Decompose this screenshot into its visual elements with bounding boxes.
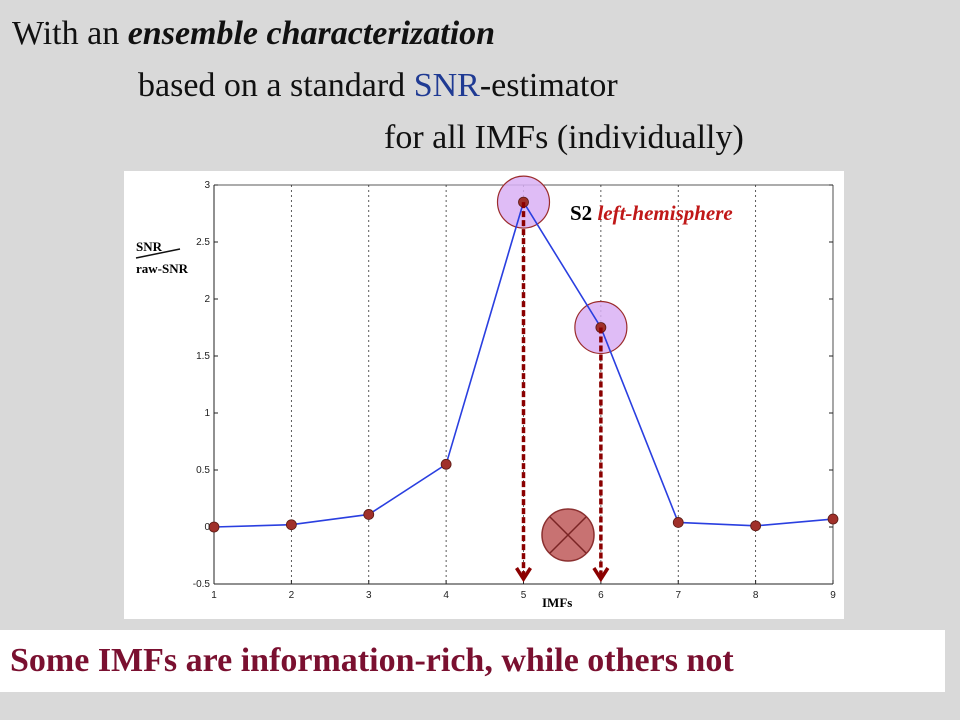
snr-line-chart: -0.5 0 0.5 1 1.5 2 2.5 3 1 2 3 4 5 6 7 8 9 bbox=[135, 175, 839, 601]
heading-line-1-prefix: With an bbox=[12, 15, 128, 52]
y-tick-label-1.5: 1.5 bbox=[196, 351, 210, 362]
heading-line-2-prefix: based on a standard bbox=[138, 67, 414, 104]
drop-arrow-head-imf-5 bbox=[515, 567, 532, 583]
annotation-emphasis: left-hemisphere bbox=[597, 201, 733, 225]
y-tick-label-3: 3 bbox=[204, 180, 210, 191]
reject-icon bbox=[541, 508, 595, 562]
heading-line-3: for all IMFs (individually) bbox=[384, 119, 744, 156]
x-tick-label-2: 2 bbox=[289, 590, 295, 601]
chart-panel: -0.5 0 0.5 1 1.5 2 2.5 3 1 2 3 4 5 6 7 8 9 SNR raw-SNR I… bbox=[124, 171, 844, 619]
x-tick-label-1: 1 bbox=[211, 590, 217, 601]
x-tick-label-8: 8 bbox=[753, 590, 759, 601]
y-tick-label-2: 2 bbox=[204, 294, 210, 305]
heading-snr-term: SNR bbox=[413, 67, 480, 104]
y-tick-label-0.5: 0.5 bbox=[196, 465, 210, 476]
x-tick-label-5: 5 bbox=[521, 590, 527, 601]
data-point-imf-4 bbox=[440, 458, 452, 470]
annotation-prefix: S2 bbox=[570, 201, 598, 225]
drop-arrow-head-imf-6 bbox=[592, 567, 610, 583]
series-annotation: S2 left-hemisphere bbox=[570, 201, 733, 226]
data-point-imf-7 bbox=[672, 517, 684, 528]
conclusion-text: Some IMFs are information-rich, while ot… bbox=[10, 642, 734, 679]
y-tick-label-0: 0 bbox=[204, 522, 210, 533]
annotations bbox=[135, 248, 595, 562]
data-point-imf-8 bbox=[750, 520, 762, 532]
heading-line-2: based on a standard SNR-estimator bbox=[138, 66, 618, 106]
data-point-imf-1 bbox=[208, 521, 220, 533]
x-tick-label-7: 7 bbox=[675, 590, 681, 601]
ylabel-divider bbox=[135, 248, 181, 259]
tick-labels: -0.5 0 0.5 1 1.5 2 2.5 3 1 2 3 4 5 6 7 8 9 bbox=[193, 180, 836, 601]
data-point-imf-9 bbox=[827, 513, 839, 525]
conclusion-banner: Some IMFs are information-rich, while ot… bbox=[0, 630, 945, 692]
ylabel-top: SNR bbox=[136, 239, 163, 254]
x-tick-label-9: 9 bbox=[830, 590, 836, 601]
y-tick-label-2.5: 2.5 bbox=[196, 237, 210, 248]
xlabel: IMFs bbox=[542, 595, 573, 610]
x-tick-label-4: 4 bbox=[443, 590, 449, 601]
x-tick-label-3: 3 bbox=[366, 590, 372, 601]
y-tick-label--0.5: -0.5 bbox=[193, 579, 211, 590]
heading-line-1: With an ensemble characterization bbox=[12, 14, 495, 54]
data-point-imf-3 bbox=[363, 509, 375, 520]
heading-line-1-emphasis: ensemble characterization bbox=[127, 15, 496, 52]
heading-line-2-suffix: -estimator bbox=[479, 67, 618, 104]
y-tick-label-1: 1 bbox=[204, 408, 210, 419]
data-point-imf-2 bbox=[285, 519, 297, 531]
drop-arrows bbox=[515, 202, 610, 583]
x-tick-label-6: 6 bbox=[598, 590, 604, 601]
ylabel-bottom: raw-SNR bbox=[136, 261, 188, 276]
